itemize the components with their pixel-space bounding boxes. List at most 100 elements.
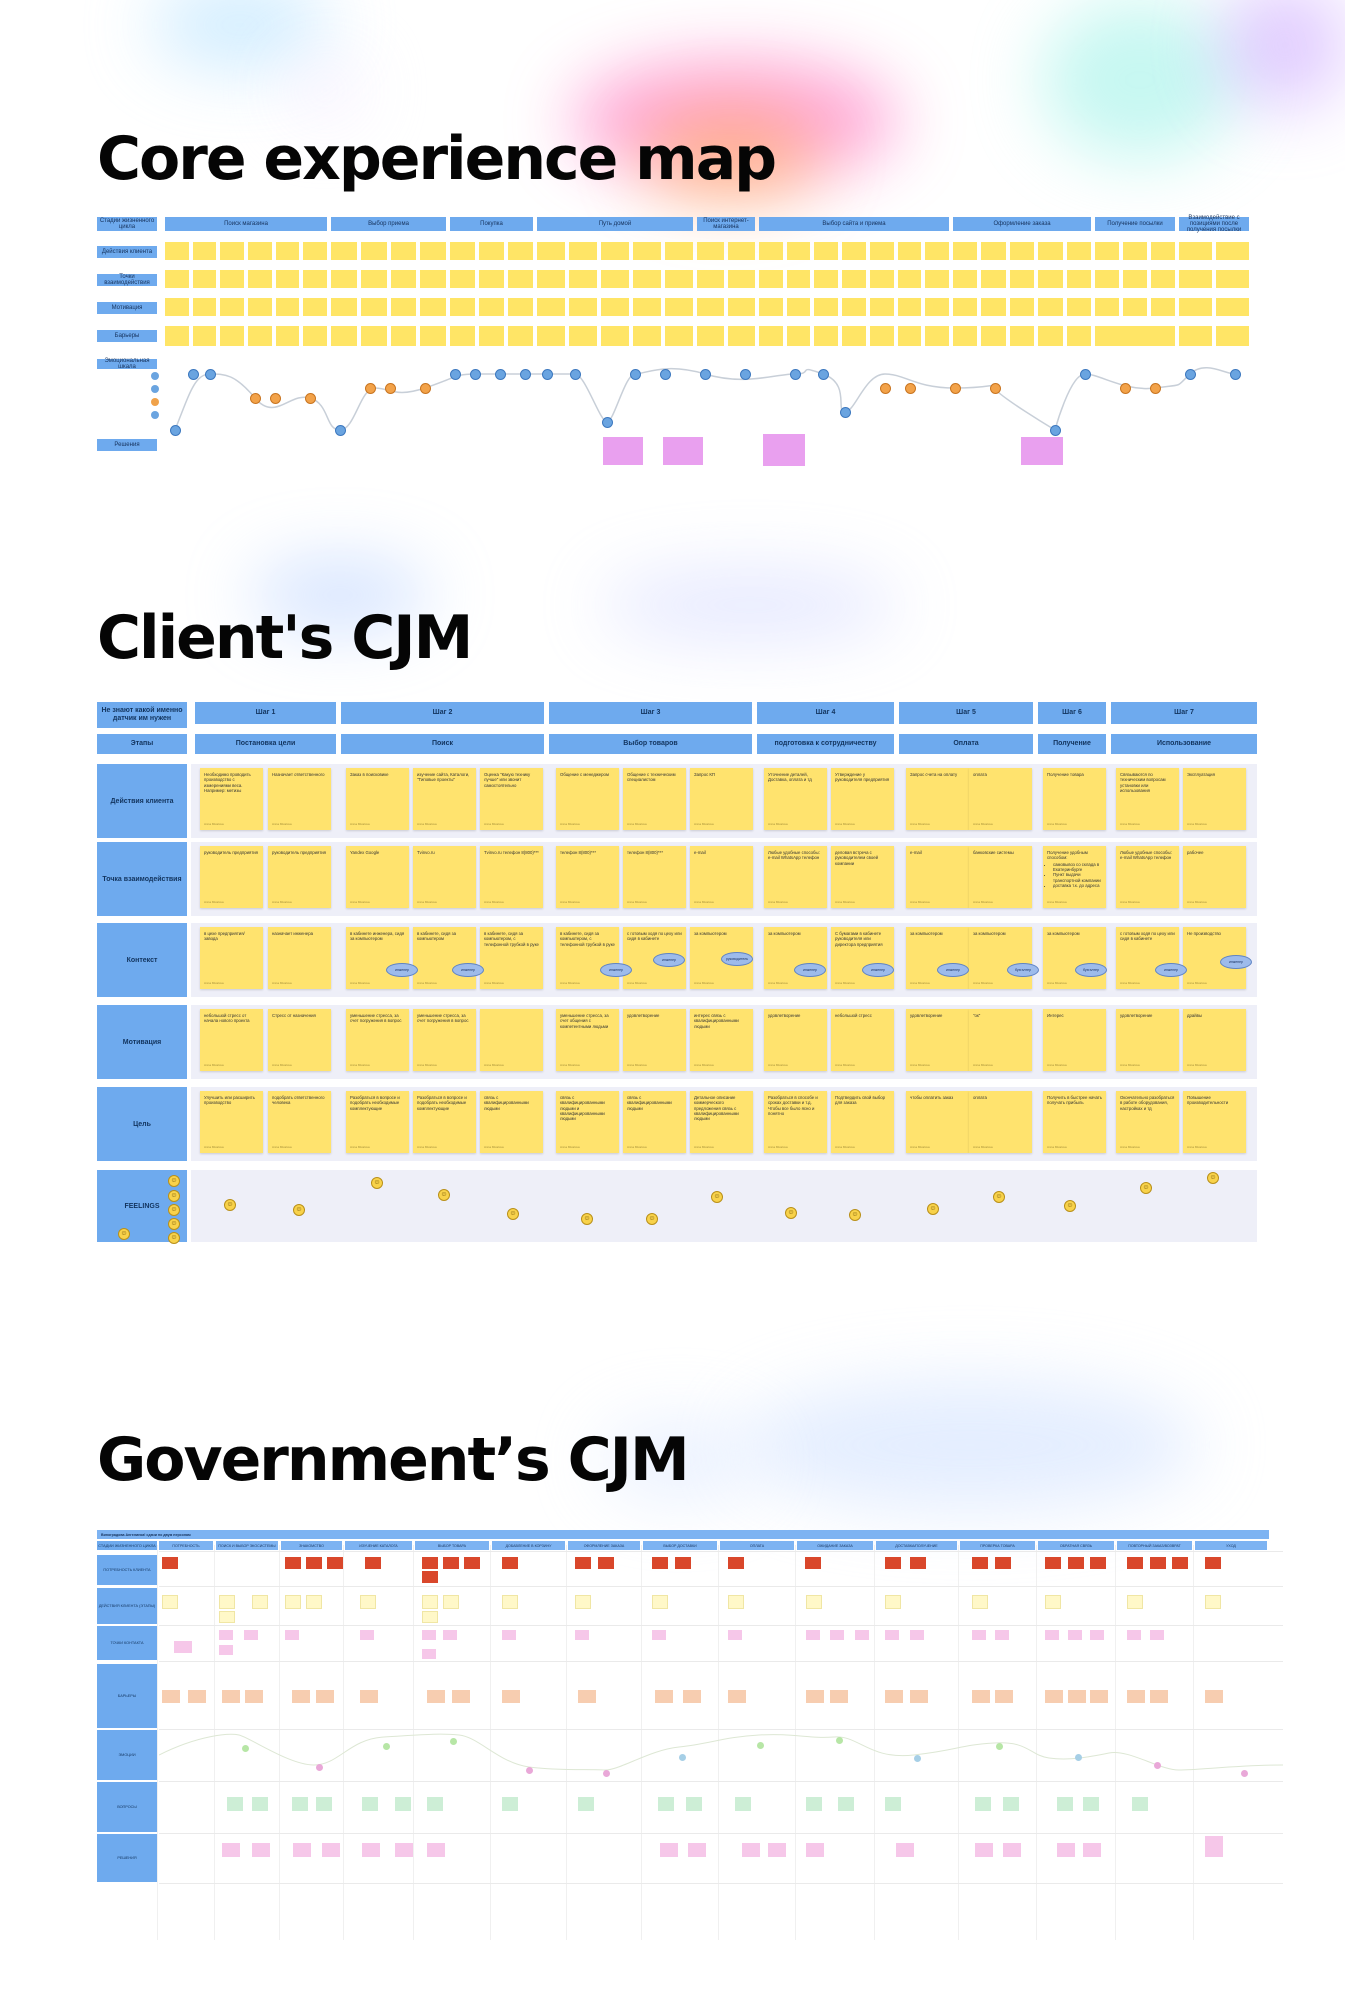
core-sticky-note [633, 270, 661, 288]
gov-stage-header: ДОБАВЛЕНИЕ В КОРЗИНУ [492, 1541, 565, 1550]
core-sticky-note [1151, 270, 1175, 288]
gov-sticky-note [1205, 1836, 1223, 1850]
client-note-signature: Anna Mixalova [768, 1145, 788, 1150]
core-emotion-point [602, 417, 613, 428]
core-emotion-point [1230, 369, 1241, 380]
client-sticky-note: Повышение производительности Anna Mixalov… [1183, 1091, 1246, 1153]
core-sticky-note [869, 298, 894, 316]
client-note-signature: Anna Mixalova [204, 1063, 224, 1068]
client-note-text: руководитель предприятия [272, 850, 327, 855]
core-sticky-note [814, 326, 839, 346]
core-sticky-note [165, 298, 189, 316]
client-sticky-note: Запрос счета на оплату Anna Mixalova [906, 768, 969, 830]
gov-sticky-note [285, 1557, 301, 1569]
core-emotion-point [270, 393, 281, 404]
client-stages-label: Этапы [97, 734, 187, 754]
client-sticky-note: деловая встреча с руководителем своей ко… [831, 846, 894, 908]
gov-sticky-note [838, 1797, 854, 1811]
client-note-signature: Anna Mixalova [560, 1063, 580, 1068]
gov-row-label: ДЕЙСТВИЯ КЛИЕНТА (ЭТАПЫ) [97, 1588, 157, 1624]
core-sticky-note [508, 242, 533, 260]
smiley-face-icon: ☺ [927, 1203, 939, 1215]
core-sticky-note [601, 242, 629, 260]
core-sticky-note [479, 326, 504, 346]
gov-sticky-note [162, 1595, 178, 1609]
gov-sticky-note [162, 1557, 178, 1569]
client-note-text: в кабинете, сидя за компьютером, с телеф… [484, 931, 539, 947]
core-stage-header: Покупка [450, 217, 533, 231]
gov-sticky-note [728, 1630, 742, 1640]
client-sticky-note: изучение сайта, Каталоги, "Типовые проек… [413, 768, 476, 830]
client-sticky-note: чтобы оплатить заказ Anna Mixalova [906, 1091, 969, 1153]
gov-stage-header: ОФОРМЛЕНИЕ ЗАКАЗА [568, 1541, 640, 1550]
gov-sticky-note [1150, 1557, 1166, 1569]
client-sticky-note: Улучшить или расширить производство Anna … [200, 1091, 263, 1153]
gov-sticky-note [1172, 1557, 1188, 1569]
client-sticky-note: Разобраться в вопросе и подобрать необхо… [413, 1091, 476, 1153]
client-note-text: Интерес [1047, 1013, 1064, 1018]
gov-emotion-point [1241, 1770, 1248, 1777]
client-sticky-note: Получение удобным способом:самовывоз со … [1043, 846, 1106, 908]
client-sticky-note: Уточнение деталей, Доставка, оплата и тд… [764, 768, 827, 830]
client-note-text: e-mail [910, 850, 922, 855]
gov-sticky-note [188, 1690, 206, 1703]
client-note-text: банковские системы [973, 850, 1014, 855]
client-note-text: удовлетворение [910, 1013, 943, 1018]
client-note-text: подобрать ответственного человека [272, 1095, 325, 1106]
core-sticky-note [1009, 270, 1035, 288]
client-note-text: Общение с менеджером [560, 772, 609, 777]
gov-sticky-note [683, 1690, 701, 1703]
gov-sticky-note [1045, 1557, 1061, 1569]
gov-emotion-point [996, 1743, 1003, 1750]
core-sticky-note [303, 298, 327, 316]
client-note-text: связь с квалифицированными людьми [627, 1095, 672, 1111]
gov-sticky-note [728, 1595, 744, 1609]
client-note-signature: Anna Mixalova [973, 1063, 993, 1068]
core-sticky-note [1179, 298, 1212, 316]
gov-stage-header: ПРОВЕРКА ТОВАРА [960, 1541, 1035, 1550]
client-note-text: Получение удобным способом: [1047, 850, 1088, 861]
gov-emotion-point [1154, 1762, 1161, 1769]
gov-sticky-note [1057, 1843, 1075, 1857]
client-sticky-note: удовлетворение Anna Mixalova [906, 1009, 969, 1071]
gov-sticky-note [306, 1557, 322, 1569]
client-stage-header: Выбор товаров [549, 734, 752, 754]
core-sticky-note [192, 298, 217, 316]
core-sticky-note [897, 326, 922, 346]
gov-sticky-note [972, 1557, 988, 1569]
client-note-text: назначает инженера [272, 931, 313, 936]
gov-sticky-note [422, 1557, 438, 1569]
client-note-signature: Anna Mixalova [1187, 1145, 1207, 1150]
smiley-face-icon: ☺ [785, 1207, 797, 1219]
core-emotion-point [385, 383, 396, 394]
gov-sticky-note [728, 1557, 744, 1569]
core-sticky-note [220, 242, 244, 260]
gov-sticky-note [575, 1595, 591, 1609]
client-sticky-note: Общение с техническим специалистом Anna M… [623, 768, 686, 830]
gov-sticky-note [360, 1595, 376, 1609]
gov-sticky-note [245, 1690, 263, 1703]
gov-sticky-note [652, 1557, 668, 1569]
client-note-text: С бумагами в кабинете руководителя или д… [835, 931, 883, 947]
core-sticky-note [1095, 270, 1119, 288]
core-sticky-note [925, 298, 949, 316]
core-sticky-note [450, 298, 475, 316]
core-row-label: Стадии жизненного цикла [97, 217, 157, 231]
client-note-text: интерес связь с квалифицированными людьм… [694, 1013, 739, 1029]
core-sticky-note [981, 270, 1006, 288]
gov-sticky-note [1090, 1690, 1108, 1703]
client-sticky-note: e-mail Anna Mixalova [690, 846, 753, 908]
core-stage-header: Поиск интернет-магазина [697, 217, 755, 231]
client-note-text: Получить в быстрее начать получать прибы… [1047, 1095, 1102, 1106]
client-step-header: Шаг 4 [757, 702, 894, 724]
decor-blob-cyan [150, 0, 330, 70]
core-sticky-note [420, 270, 446, 288]
client-row-label: Контекст [97, 923, 187, 997]
gov-emotion-point [1075, 1754, 1082, 1761]
client-note-signature: Anna Mixalova [768, 822, 788, 827]
gov-row-line [159, 1781, 1283, 1782]
gov-sticky-note [1127, 1690, 1145, 1703]
client-note-text: Tvinvo.ru телефон 8(800)*** [484, 850, 539, 855]
client-note-signature: Anna Mixalova [417, 981, 437, 986]
gov-sticky-note [995, 1557, 1011, 1569]
